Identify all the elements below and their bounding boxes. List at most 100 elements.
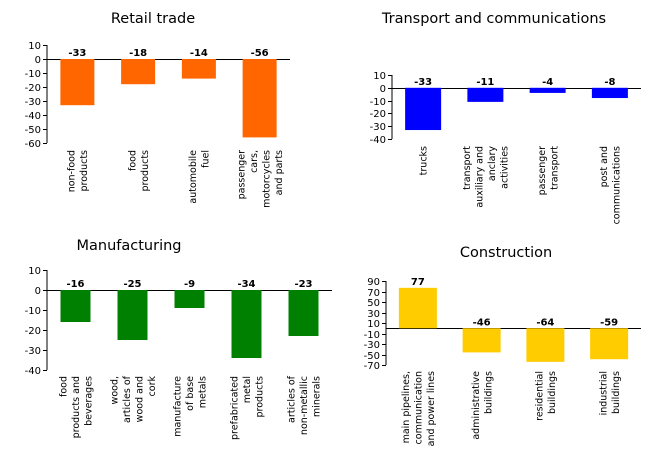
chart-3-category-label: manufacture — [173, 376, 184, 437]
chart-3-y-tick-label: -20 — [25, 326, 41, 337]
chart-2-category-label: transport — [462, 146, 473, 190]
chart-1-category-label: food — [127, 150, 138, 171]
chart-3-data-label: -23 — [294, 279, 312, 290]
chart-1-category-label: and parts — [274, 150, 285, 195]
chart-1-category-label: non-food — [67, 150, 78, 192]
chart-2-category-passenger-transport: passenger transport — [537, 146, 561, 196]
chart-3-data-label: -34 — [237, 279, 255, 290]
chart-2-data-label: -4 — [542, 77, 553, 88]
chart-4-y-tick-label: -50 — [364, 351, 380, 362]
chart-2-y-tick-label: -10 — [370, 97, 386, 108]
chart-4-category-label: communication — [413, 371, 424, 444]
chart-4-bar-1 — [398, 287, 437, 329]
chart-3-title: Manufacturing — [77, 238, 182, 254]
chart-4-bar-4 — [590, 328, 629, 360]
chart-4-data-label: 77 — [411, 277, 425, 288]
chart-3-category-label: metals — [198, 376, 209, 408]
chart-3-category-label: of base — [185, 376, 196, 411]
chart-2-category-trucks: trucks — [419, 146, 430, 175]
chart-1-category-food-products: food products — [127, 150, 151, 192]
chart-4-category-label: residential — [535, 371, 546, 421]
chart-1-data-label: -18 — [129, 48, 147, 59]
chart-2-bar-1 — [405, 87, 442, 131]
chart-3-data-label: -9 — [184, 279, 195, 290]
chart-4-y-tick-label: 50 — [367, 298, 380, 309]
chart-4-category-label: administrative — [471, 371, 482, 440]
chart-2-category-label: auxiliary and — [475, 146, 486, 208]
chart-4-category-label: buildings — [483, 371, 494, 414]
chart-2-category-label: transport — [549, 146, 560, 190]
chart-1-data-label: -14 — [190, 48, 208, 59]
chart-2-y-tick-label: -40 — [370, 135, 386, 146]
chart-1-bar-2 — [121, 59, 156, 85]
chart-1-y-tick-label: -40 — [25, 111, 41, 122]
chart-4-bar-3 — [526, 328, 565, 362]
chart-3-category-label: wood, — [109, 376, 120, 404]
chart-1-data-label: -33 — [68, 48, 86, 59]
chart-4-y-tick-label: 10 — [367, 319, 380, 330]
chart-1-bar-4 — [242, 59, 277, 138]
chart-1-category-passenger-cars-motorcycles-and-parts: passenger cars, motorcycles and parts — [236, 150, 285, 208]
chart-1-y-tick-label: -30 — [25, 97, 41, 108]
chart-2-data-label: -11 — [476, 77, 494, 88]
chart-1-y-tick-label: 10 — [28, 41, 41, 52]
chart-3-category-label: products and — [71, 376, 82, 438]
chart-1-data-label: -56 — [251, 48, 269, 59]
chart-3-category-label: metal — [242, 376, 253, 403]
chart-2-y-tick-label: -30 — [370, 122, 386, 133]
chart-2-bar-3 — [529, 87, 566, 93]
chart-1-bar-1 — [60, 59, 95, 106]
chart-1-category-label: passenger — [236, 150, 247, 199]
chart-3-category-label: articles of — [287, 375, 298, 423]
chart-4-data-label: -46 — [473, 317, 491, 328]
chart-1-category-label: automobile — [188, 150, 199, 204]
chart-2-y-tick-label: 0 — [380, 84, 386, 95]
chart-4-data-label: -59 — [600, 317, 618, 328]
chart-4-y-tick-label: -10 — [364, 330, 380, 341]
chart-1-category-label: products — [79, 150, 90, 192]
chart-4-category-label: main pipelines, — [401, 371, 412, 443]
chart-4-title: Construction — [460, 245, 552, 261]
chart-2-data-label: -33 — [414, 77, 432, 88]
chart-2-y-tick-label: 10 — [373, 71, 386, 82]
chart-2-category-post-and-communications: post and communications — [599, 146, 623, 224]
chart-3-y-tick-label: -40 — [25, 366, 41, 377]
chart-3-category-label: beverages — [84, 376, 95, 426]
chart-2-category-transport-auxiliary-and-anclary-activities: transport auxiliary and anclary activities — [462, 146, 511, 208]
chart-2-title: Transport and communications — [381, 11, 606, 27]
chart-4-category-label: industrial — [598, 371, 609, 415]
chart-3-category-label: prefabricated — [230, 376, 241, 440]
chart-4-category-label: and power lines — [426, 371, 437, 446]
chart-3-data-label: -25 — [123, 279, 141, 290]
chart-3-category-label: articles of — [122, 375, 133, 423]
chart-4-category-industrial-buildings: industrial buildings — [598, 371, 622, 415]
chart-3-bar-4 — [231, 290, 262, 358]
chart-4-category-main-pipelines-communication-and-power-lines: main pipelines, communication and power li… — [401, 371, 437, 446]
chart-1-y-tick-label: -60 — [25, 139, 41, 150]
chart-3-y-tick-label: -30 — [25, 346, 41, 357]
chart-2-y-tick-label: -20 — [370, 109, 386, 120]
chart-2-category-label: post and — [599, 146, 610, 187]
chart-4-data-label: -64 — [536, 317, 554, 328]
chart-3-category-prefabricated-metal-products: prefabricated metal products — [230, 376, 266, 440]
chart-1-category-label: fuel — [201, 150, 212, 168]
chart-1-title: Retail trade — [111, 11, 195, 27]
chart-1-category-non-food-products: non-food products — [67, 150, 91, 192]
chart-4-y-tick-label: -70 — [364, 361, 380, 372]
chart-1-y-tick-label: -20 — [25, 83, 41, 94]
chart-3-bar-1 — [60, 290, 91, 322]
chart-3-category-label: non-metallic — [299, 376, 310, 435]
chart-4-category-residential-buildings: residential buildings — [535, 371, 559, 421]
chart-3-category-label: cork — [147, 376, 158, 397]
chart-3-category-label: food — [59, 376, 70, 397]
chart-4-category-label: buildings — [547, 371, 558, 414]
chart-1-y-tick-label: -10 — [25, 69, 41, 80]
chart-3-bar-2 — [117, 290, 148, 340]
chart-2-category-label: anclary — [487, 146, 498, 181]
chart-2-category-label: activities — [500, 146, 511, 189]
chart-3-bar-5 — [288, 290, 319, 336]
chart-4-y-tick-label: 30 — [367, 309, 380, 320]
chart-1-y-tick-label: 0 — [35, 55, 41, 66]
